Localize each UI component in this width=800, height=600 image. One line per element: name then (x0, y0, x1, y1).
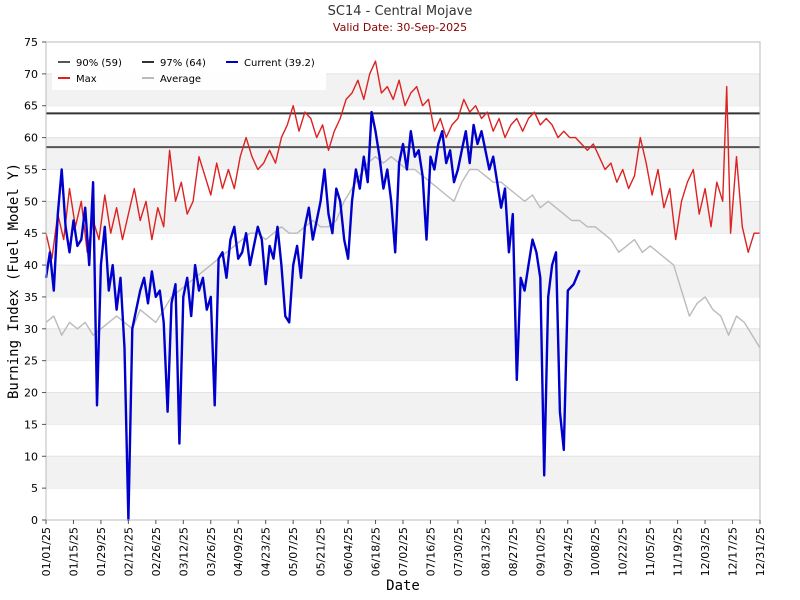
x-tick-label: 02/26/25 (150, 527, 163, 576)
x-tick-label: 05/21/25 (315, 527, 328, 576)
x-tick-label: 10/22/25 (617, 527, 630, 576)
x-tick-label: 06/18/25 (370, 527, 383, 576)
x-tick-label: 01/01/25 (40, 527, 53, 576)
y-tick-label: 25 (24, 355, 38, 368)
y-tick-label: 30 (24, 323, 38, 336)
legend-box (52, 50, 326, 90)
chart-subtitle: Valid Date: 30-Sep-2025 (333, 21, 467, 34)
y-tick-label: 5 (31, 482, 38, 495)
y-axis-title: Burning Index (Fuel Model Y) (6, 163, 22, 399)
chart-title: SC14 - Central Mojave (328, 4, 473, 19)
series-line-current (44, 110, 581, 522)
y-tick-label: 40 (24, 259, 38, 272)
y-tick-label: 35 (24, 291, 38, 304)
x-tick-label: 12/17/25 (727, 527, 740, 576)
x-tick-label: 09/24/25 (562, 527, 575, 576)
x-tick-label: 01/29/25 (95, 527, 108, 576)
series-line-average (45, 156, 761, 349)
y-tick-label: 70 (24, 68, 38, 81)
x-tick-label: 08/13/25 (479, 527, 492, 576)
x-tick-label: 03/26/25 (205, 527, 218, 576)
x-tick-label: 12/31/25 (754, 527, 767, 576)
y-tick-label: 20 (24, 387, 38, 400)
x-tick-label: 04/09/25 (232, 527, 245, 576)
y-tick-label: 65 (24, 100, 38, 113)
x-tick-label: 09/10/25 (534, 527, 547, 576)
y-tick-label: 50 (24, 195, 38, 208)
x-tick-label: 07/16/25 (425, 527, 438, 576)
legend-label-average: Average (160, 74, 201, 85)
legend: 90% (59) 97% (64) Current (39.2) Max Ave… (52, 50, 326, 90)
x-tick-label: 02/12/25 (122, 527, 135, 576)
x-tick-label: 07/30/25 (452, 527, 465, 576)
legend-label-max: Max (76, 74, 97, 85)
y-axis-ticks: 0 5 10 15 20 25 30 35 40 45 50 55 60 65 70 75 (24, 36, 46, 527)
y-tick-label: 55 (24, 163, 38, 176)
x-tick-label: 06/04/25 (342, 527, 355, 576)
x-tick-label: 07/02/25 (397, 527, 410, 576)
y-tick-label: 0 (31, 514, 38, 527)
legend-label-ref90: 90% (59) (76, 58, 122, 69)
y-tick-label: 10 (24, 450, 38, 463)
x-axis-ticks: 01/01/25 01/15/25 01/29/25 02/12/25 02/26/25… (40, 520, 767, 576)
series-line-max (45, 60, 760, 260)
series-layer (44, 60, 761, 522)
grid-band (46, 328, 760, 361)
x-tick-label: 11/19/25 (672, 527, 685, 576)
legend-label-current: Current (39.2) (244, 58, 315, 69)
x-tick-label: 01/15/25 (68, 527, 81, 576)
x-tick-label: 04/23/25 (260, 527, 273, 576)
x-axis-title: Date (386, 578, 420, 594)
y-tick-label: 15 (24, 418, 38, 431)
grid-band (46, 137, 760, 170)
x-tick-label: 12/03/25 (699, 527, 712, 576)
y-tick-label: 45 (24, 227, 38, 240)
legend-label-ref97: 97% (64) (160, 58, 206, 69)
grid-band (46, 265, 760, 297)
x-tick-label: 08/27/25 (507, 527, 520, 576)
x-tick-label: 05/07/25 (287, 527, 300, 576)
y-tick-label: 75 (24, 36, 38, 49)
y-tick-label: 60 (24, 132, 38, 145)
x-tick-label: 11/05/25 (644, 527, 657, 576)
x-tick-label: 10/08/25 (589, 527, 602, 576)
grid-band (46, 201, 760, 234)
grid-band (46, 456, 760, 489)
grid-band (46, 392, 760, 425)
x-tick-label: 03/12/25 (177, 527, 190, 576)
